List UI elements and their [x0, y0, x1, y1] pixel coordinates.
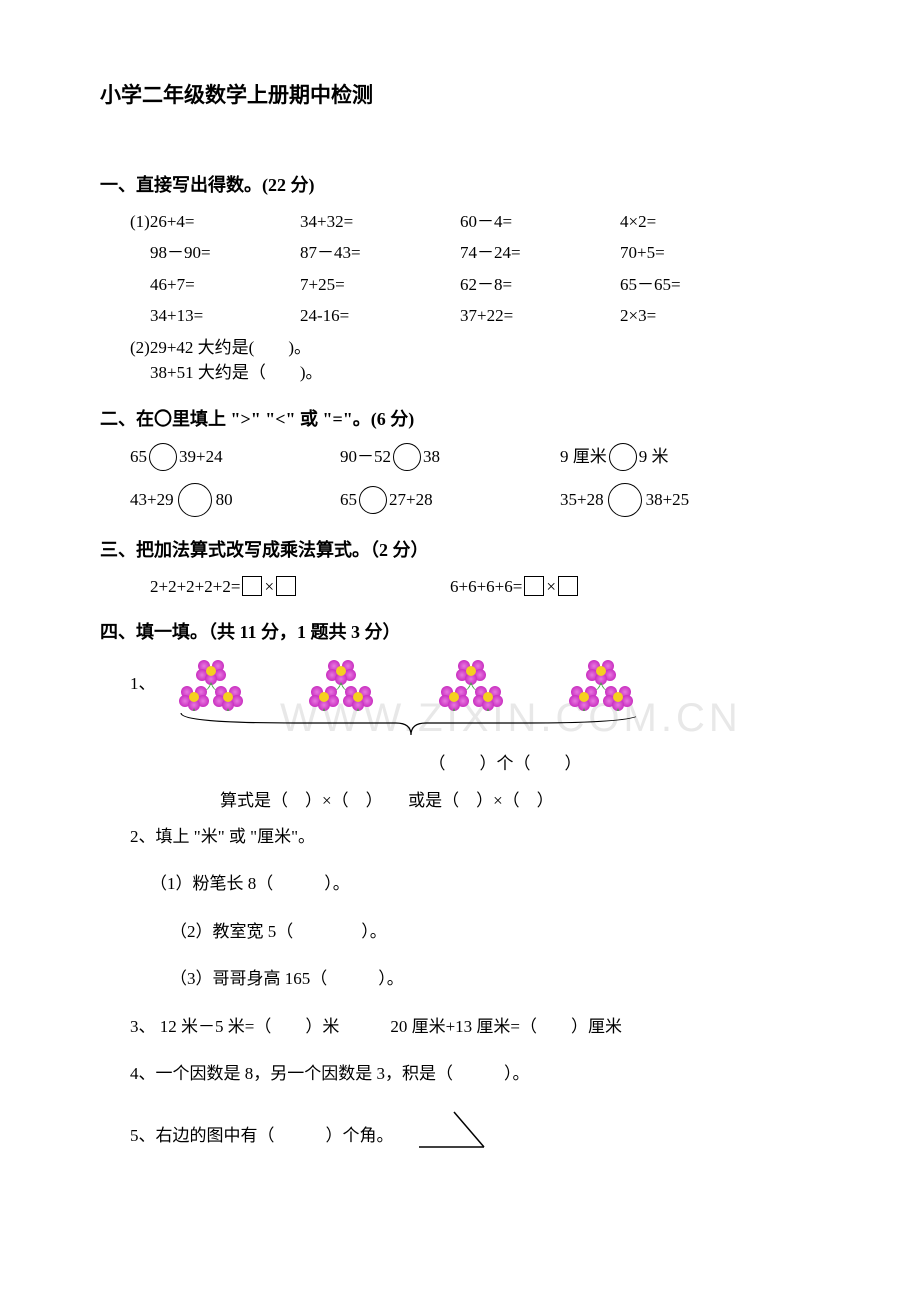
mult-expr: 6+6+6+6=	[450, 574, 522, 600]
q4-4: 4、一个因数是 8，另一个因数是 3，积是（ ）。	[100, 1061, 820, 1087]
q4-1-line2: 算式是（ ）×（ ） 或是（ ）×（ ）	[130, 788, 820, 814]
q4-1-label: 1、	[130, 656, 156, 697]
circle-blank	[149, 443, 177, 471]
arith-cell: 7+25=	[300, 272, 460, 298]
flower-group-icon	[566, 656, 636, 711]
compare-text: 65	[340, 487, 357, 513]
box-blank	[242, 576, 262, 596]
arith-cell: 70+5=	[620, 240, 770, 266]
times-sign: ×	[264, 574, 274, 600]
mult-row: 2+2+2+2+2= × 6+6+6+6= ×	[100, 574, 820, 600]
circle-blank	[393, 443, 421, 471]
compare-text: 38+25	[646, 487, 690, 513]
section-one-heading: 一、直接写出得数。(22 分)	[100, 172, 820, 199]
compare-row-2: 43+29 80 65 27+28 35+28 38+25	[100, 483, 820, 517]
compare-text: 9 厘米	[560, 444, 607, 470]
flower-group-icon	[306, 656, 376, 711]
arith-cell: 46+7=	[150, 272, 300, 298]
flower-group-icon	[436, 656, 506, 711]
times-sign: ×	[546, 574, 556, 600]
box-blank	[558, 576, 578, 596]
arith-cell: 34+32=	[300, 209, 460, 235]
arith-cell: 60－4=	[460, 209, 620, 235]
approx-2: 38+51 大约是（ )。	[100, 360, 820, 386]
q4-2-sub1: （1）粉笔长 8（ ）。	[100, 871, 820, 897]
section-two-heading: 二、在〇里填上 ">" "<" 或 "="。(6 分)	[100, 406, 820, 433]
q4-3: 3、 12 米－5 米=（ ）米 20 厘米+13 厘米=（ ）厘米	[100, 1014, 820, 1040]
q4-2-sub3: （3）哥哥身高 165（ ）。	[100, 966, 820, 992]
q4-5: 5、右边的图中有（ ）个角。	[130, 1123, 394, 1149]
approx-1: (2)29+42 大约是( )。	[100, 335, 820, 361]
compare-text: 39+24	[179, 444, 223, 470]
arith-row-3: 46+7= 7+25= 62－8= 65－65=	[100, 272, 820, 298]
compare-text: 38	[423, 444, 440, 470]
arith-cell: 65－65=	[620, 272, 770, 298]
compare-row-1: 65 39+24 90－52 38 9 厘米 9 米	[100, 443, 820, 471]
arith-cell: 37+22=	[460, 303, 620, 329]
arith-cell: 87－43=	[300, 240, 460, 266]
arith-row-2: 98－90= 87－43= 74－24= 70+5=	[100, 240, 820, 266]
circle-blank	[178, 483, 212, 517]
compare-text: 9 米	[639, 444, 669, 470]
compare-text: 80	[216, 487, 233, 513]
compare-text: 65	[130, 444, 147, 470]
circle-blank	[608, 483, 642, 517]
compare-text: 90－52	[340, 444, 391, 470]
flowers-row	[156, 656, 636, 711]
arith-row-4: 34+13= 24-16= 37+22= 2×3=	[100, 303, 820, 329]
section-three-heading: 三、把加法算式改写成乘法算式。（2 分）	[100, 537, 820, 564]
compare-text: 27+28	[389, 487, 433, 513]
arith-cell: 74－24=	[460, 240, 620, 266]
flower-group-icon	[176, 656, 246, 711]
mult-expr: 2+2+2+2+2=	[150, 574, 240, 600]
box-blank	[524, 576, 544, 596]
box-blank	[276, 576, 296, 596]
prefix-1: (1)	[130, 212, 150, 231]
arith-cell: 2×3=	[620, 303, 770, 329]
circle-blank	[359, 486, 387, 514]
q4-1-line1: （ ）个（ ）	[130, 751, 820, 777]
arith-cell: 26+4=	[150, 212, 195, 231]
arith-cell: 62－8=	[460, 272, 620, 298]
brace-icon	[156, 711, 636, 741]
angle-icon	[414, 1109, 494, 1149]
arith-row-1: (1)26+4= 34+32= 60－4= 4×2=	[100, 209, 820, 235]
arith-cell: 4×2=	[620, 209, 770, 235]
q4-1-container: 1、 （ ）个（ ） 算式是（ ）×（ ） 或是（ ）×（ ）	[100, 656, 820, 814]
arith-cell: 34+13=	[150, 303, 300, 329]
q4-2-label: 2、填上 "米" 或 "厘米"。	[100, 824, 820, 850]
circle-blank	[609, 443, 637, 471]
section-four-heading: 四、填一填。（共 11 分，1 题共 3 分）	[100, 619, 820, 646]
arith-cell: 24-16=	[300, 303, 460, 329]
q4-2-sub2: （2）教室宽 5（ ）。	[100, 919, 820, 945]
page-title: 小学二年级数学上册期中检测	[100, 80, 820, 112]
arith-cell: 98－90=	[150, 240, 300, 266]
compare-text: 35+28	[560, 487, 604, 513]
compare-text: 43+29	[130, 487, 174, 513]
q4-5-container: 5、右边的图中有（ ）个角。	[100, 1109, 820, 1149]
